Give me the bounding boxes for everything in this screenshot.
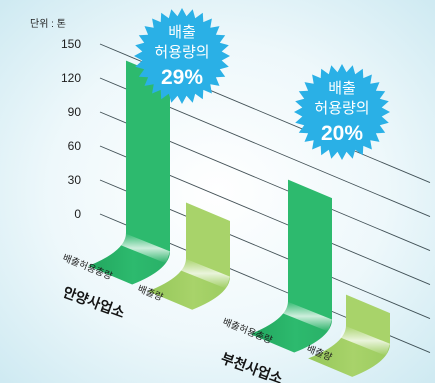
y-tick-label: 60 xyxy=(68,139,82,153)
badge-line1: 배출 xyxy=(168,24,196,41)
badge-percent: 20% xyxy=(321,122,363,145)
bar-2-배출허용총량 xyxy=(250,179,332,353)
y-axis-ticks: 150 120 90 60 30 0 xyxy=(61,37,81,221)
badge-line2: 허용량의 xyxy=(314,100,369,117)
bar-1-배출량 xyxy=(148,202,230,310)
y-tick-label: 90 xyxy=(68,105,82,119)
bars xyxy=(88,60,390,377)
bar-highlight xyxy=(180,258,230,289)
badge-starburst xyxy=(134,8,230,104)
badge-line1: 배출 xyxy=(328,80,356,97)
y-tick-label: 150 xyxy=(61,37,81,51)
badge-starburst xyxy=(294,64,390,160)
bar-wall xyxy=(186,202,230,279)
y-tick-label: 120 xyxy=(61,71,81,85)
bar-wall xyxy=(288,179,332,322)
bar-1-배출허용총량 xyxy=(88,60,170,285)
badge-percent: 29% xyxy=(161,66,203,89)
unit-label: 단위 : 톤 xyxy=(30,17,66,30)
bar-highlight xyxy=(340,325,390,356)
bar-wall xyxy=(346,294,390,346)
badge-line2: 허용량의 xyxy=(154,44,209,61)
bar-highlight xyxy=(282,300,332,332)
bar-highlight xyxy=(120,232,170,264)
y-tick-label: 30 xyxy=(68,173,82,187)
y-tick-label: 0 xyxy=(74,207,81,221)
bar-2-배출량 xyxy=(308,294,390,377)
bar-wall xyxy=(126,60,170,254)
